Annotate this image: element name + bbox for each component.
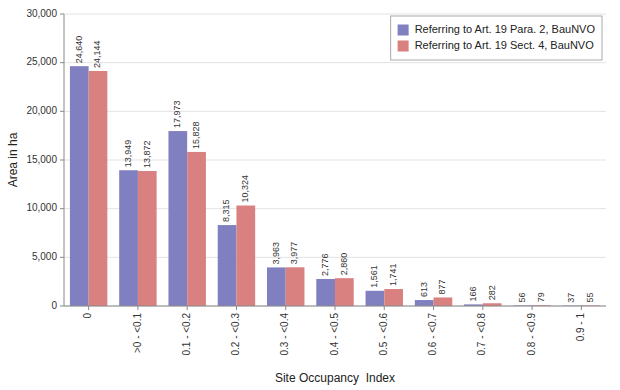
x-tick-label: 0 [82, 313, 93, 319]
x-tick [532, 306, 533, 310]
bar [366, 291, 385, 306]
x-tick-label: 0.4 - <0.5 [329, 313, 340, 356]
legend-box [391, 16, 602, 60]
x-tick-label: 0.6 - <0.7 [427, 313, 438, 356]
grid-line [64, 111, 606, 112]
legend: Referring to Art. 19 Para. 2, BauNVO Refe… [391, 16, 602, 60]
data-label: 37 [566, 293, 576, 303]
data-label: 13,949 [123, 140, 133, 168]
x-tick [581, 306, 582, 310]
data-label: 3,963 [271, 242, 281, 265]
data-label: 56 [517, 292, 527, 302]
x-tick [88, 306, 89, 310]
bar [187, 152, 206, 306]
y-axis: 0 5,000 10,000 15,000 20,000 25,000 30,000 [26, 8, 64, 311]
y-tick [60, 111, 64, 112]
data-label: 13,872 [142, 140, 152, 168]
bar [138, 171, 157, 306]
data-label: 55 [585, 292, 595, 302]
x-tick [236, 306, 237, 310]
grid-line [64, 62, 606, 63]
y-tick [60, 62, 64, 63]
bar [316, 279, 335, 306]
x-tick-label: >0 - <0.1 [132, 313, 143, 353]
data-label: 2,860 [339, 253, 349, 276]
data-label: 17,973 [172, 101, 182, 129]
data-label: 2,776 [320, 253, 330, 276]
y-tick [60, 257, 64, 258]
data-label: 15,828 [191, 121, 201, 149]
grid [64, 14, 606, 306]
legend-label: Referring to Art. 19 Para. 2, BauNVO [415, 23, 596, 35]
x-tick [137, 306, 138, 310]
data-label: 282 [487, 285, 497, 300]
bar [267, 267, 286, 306]
chart: 0 5,000 10,000 15,000 20,000 25,000 30,000 24,6… [0, 0, 620, 390]
x-tick [384, 306, 385, 310]
y-tick-label: 20,000 [26, 105, 57, 116]
data-label: 8,315 [221, 200, 231, 223]
x-tick [482, 306, 483, 310]
x-tick-label: 0.3 - <0.4 [279, 313, 290, 356]
x-tick-label: 0.1 - <0.2 [181, 313, 192, 356]
grid-line [64, 14, 606, 15]
legend-label: Referring to Art. 19 Sect. 4, BauNVO [415, 39, 595, 51]
bar [415, 300, 434, 306]
data-labels: 24,640 13,949 17,973 8,315 3,963 2,776 1,561 61… [74, 36, 595, 303]
x-tick-label: 0.9 - 1 [575, 313, 586, 342]
y-tick [60, 306, 64, 307]
data-label: 613 [419, 282, 429, 297]
data-label: 10,324 [240, 175, 250, 203]
bars [70, 66, 600, 306]
data-label: 166 [468, 286, 478, 301]
y-tick-label: 25,000 [26, 56, 57, 67]
x-axis: 0 >0 - <0.1 0.1 - <0.2 0.2 - <0.3 0.3 - <0.4… [64, 306, 606, 356]
y-tick-label: 5,000 [32, 251, 57, 262]
y-tick [60, 208, 64, 209]
y-tick [60, 14, 64, 15]
bar [70, 66, 89, 306]
x-tick [335, 306, 336, 310]
bar [384, 289, 403, 306]
data-label: 79 [536, 292, 546, 302]
bar [236, 206, 255, 306]
data-label: 877 [437, 279, 447, 294]
data-label: 1,741 [388, 264, 398, 287]
data-label: 24,640 [74, 36, 84, 64]
data-label: 3,977 [289, 242, 299, 265]
data-label: 1,561 [369, 265, 379, 288]
y-axis-label: Area in ha [6, 132, 20, 187]
bar [168, 131, 187, 306]
x-tick-label: 0.5 - <0.6 [378, 313, 389, 356]
data-label: 24,144 [92, 40, 102, 68]
x-tick-label: 0.7 - <0.8 [476, 313, 487, 356]
legend-swatch [398, 25, 409, 36]
y-axis-line [64, 14, 65, 306]
y-tick-label: 30,000 [26, 8, 57, 19]
y-tick-label: 10,000 [26, 202, 57, 213]
x-axis-label: Site Occupancy Index [275, 371, 395, 385]
y-tick [60, 160, 64, 161]
bar [335, 278, 354, 306]
x-tick [433, 306, 434, 310]
bar [434, 297, 453, 306]
bar [89, 71, 108, 306]
x-tick-label: 0.8 - <0.9 [526, 313, 537, 356]
bar [218, 225, 237, 306]
chart-container: 0 5,000 10,000 15,000 20,000 25,000 30,000 24,6… [0, 0, 620, 390]
x-tick [187, 306, 188, 310]
bar [119, 170, 138, 306]
bar [286, 267, 305, 306]
legend-swatch [398, 41, 409, 52]
y-tick-label: 15,000 [26, 154, 57, 165]
y-tick-label: 0 [51, 300, 57, 311]
x-tick [285, 306, 286, 310]
x-tick-label: 0.2 - <0.3 [230, 313, 241, 356]
